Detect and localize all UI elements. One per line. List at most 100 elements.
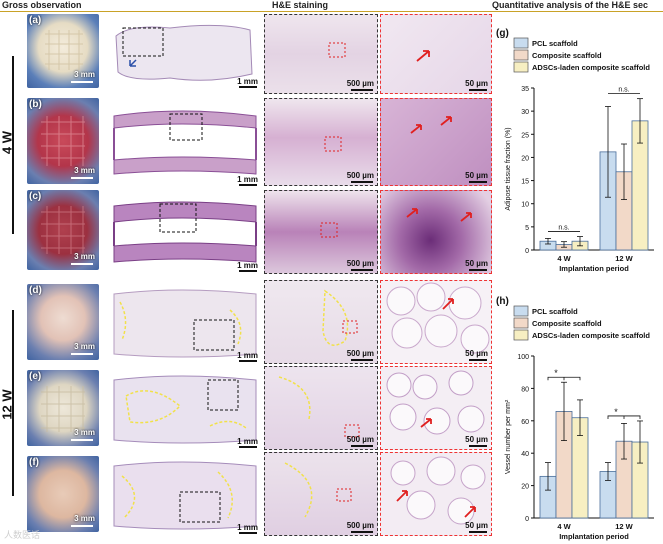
y-tick-label: 30 [521,109,529,116]
x-tick-label: 4 W [557,522,571,531]
week-12-label: 12 W [0,389,15,420]
week-4-bracket [12,56,14,234]
mag-image-d: 50 µm [380,280,492,364]
scale-bar [469,89,487,91]
x-axis-label: Implantation period [559,532,629,541]
y-axis-label: Vessel number per mm² [505,399,512,474]
red-arrow-icon [406,208,418,218]
he-image-e: 500 µm [264,366,378,450]
scale-label: 3 mm [74,166,95,175]
red-arrow-icon [420,418,432,428]
scale-label: 50 µm [465,435,488,444]
mag-image-b: 50 µm [380,98,492,186]
scale-bar [71,177,93,179]
y-tick-label: 60 [521,419,529,426]
red-arrow-icon [416,50,430,62]
header-divider [0,11,663,12]
legend-swatch [513,37,529,49]
panel-label: (d) [29,285,42,296]
red-arrow-icon [410,124,422,134]
scale-label: 500 µm [346,349,374,358]
overview-section-c: 1 mm [110,190,260,274]
legend-swatch [513,61,529,73]
week-12-bracket [12,310,14,496]
header-he-staining: H&E staining [272,0,329,10]
scaffold-grid-icon [41,386,85,432]
y-tick-label: 20 [521,484,529,491]
y-tick-label: 80 [521,386,529,393]
scale-bar [239,360,257,362]
gross-photo-b: (b) 3 mm [27,98,99,184]
scale-bar [71,81,93,83]
scale-label: 50 µm [465,171,488,180]
legend-swatch [513,317,529,329]
scale-label: 50 µm [465,349,488,358]
scale-label: 3 mm [74,70,95,79]
scale-bar [351,359,373,361]
scale-bar [351,181,373,183]
scale-label: 3 mm [74,252,95,261]
scale-bar [71,263,93,265]
scale-label: 50 µm [465,521,488,530]
y-tick-label: 0 [525,516,529,523]
chart-h: (h) PCL scaffold Composite scaffold ADSCs-l… [496,296,654,541]
y-tick-label: 15 [521,179,529,186]
legend-label: Composite scaffold [532,51,602,60]
scale-label: 500 µm [346,259,374,268]
overview-section-e: 1 mm [110,366,260,450]
scale-bar [239,532,257,534]
mag-image-e: 50 µm [380,366,492,450]
scale-bar [239,446,257,448]
he-image-c: 500 µm [264,190,378,274]
scale-bar [239,270,257,272]
red-arrow-icon [460,212,472,222]
y-tick-label: 20 [521,155,529,162]
x-axis-label: Implantation period [559,264,629,273]
chart-panel-label: (g) [496,28,509,39]
scale-bar [469,531,487,533]
significance-bracket [547,376,581,381]
scale-bar [71,439,93,441]
y-tick-label: 35 [521,86,529,93]
scale-label: 1 mm [237,175,258,184]
scale-bar [351,445,373,447]
gross-photo-a: (a) 3 mm [27,14,99,88]
panel-label: (e) [29,371,42,382]
scaffold-grid-icon [41,116,85,166]
scale-bar [71,525,93,527]
he-image-b: 500 µm [264,98,378,186]
significance-label: n.s. [558,225,569,232]
red-arrow-icon [396,490,408,502]
red-arrow-icon [464,506,476,518]
scale-bar [469,181,487,183]
scale-label: 1 mm [237,77,258,86]
legend-label: ADSCs-laden composite scaffold [532,331,650,340]
he-image-d: 500 µm [264,280,378,364]
gross-photo-f: (f) 3 mm [27,456,99,532]
mag-image-c: 50 µm [380,190,492,274]
scale-bar [469,445,487,447]
gross-photo-c: (c) 3 mm [27,190,99,270]
overview-section-b: 1 mm [110,98,260,188]
legend-swatch [513,305,529,317]
mag-image-f: 50 µm [380,452,492,536]
panel-label: (b) [29,99,42,110]
watermark: 人数医话 [4,530,41,540]
week-4-label: 4 W [0,130,15,155]
legend-label: Composite scaffold [532,319,602,328]
scale-label: 500 µm [346,521,374,530]
scale-bar [351,531,373,533]
he-image-a: 500 µm [264,14,378,94]
header-quantitative-analysis: Quantitative analysis of the H&E sec [492,0,649,10]
scale-label: 500 µm [346,435,374,444]
scale-label: 3 mm [74,514,95,523]
scale-label: 1 mm [237,523,258,532]
scaffold-grid-icon [41,206,85,254]
y-tick-label: 25 [521,132,529,139]
scale-bar [239,86,257,88]
scale-label: 1 mm [237,437,258,446]
legend-swatch [513,49,529,61]
y-tick-label: 40 [521,451,529,458]
gross-photo-d: (d) 3 mm [27,284,99,360]
scale-label: 1 mm [237,261,258,270]
